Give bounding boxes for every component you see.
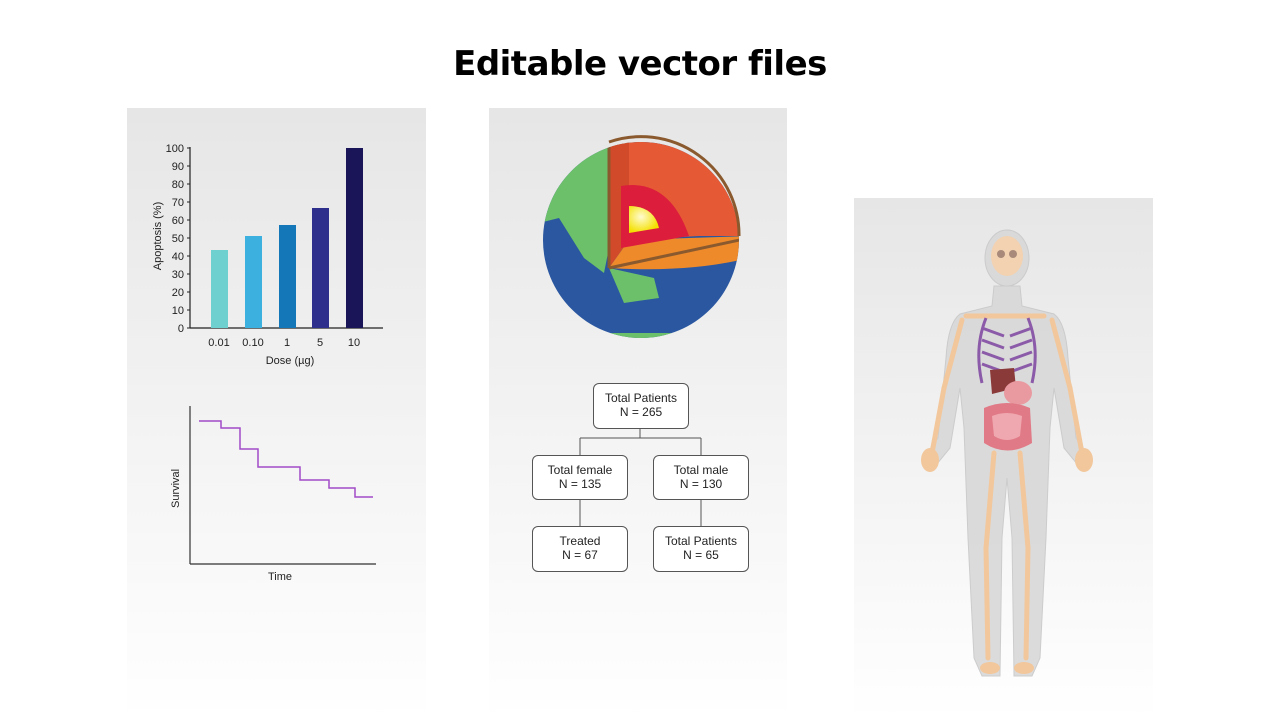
ytick: 60 [172,215,184,227]
xtick: 0.10 [242,337,263,349]
y-axis-label: Apoptosis (%) [152,202,164,270]
diagrams-panel: Total Patients N = 265 Total female N = 13… [489,108,787,720]
y-axis-label: Survival [170,469,182,508]
survival-chart: Time Survival [170,406,376,583]
flow-node-total-patients: Total Patients N = 65 [653,526,749,572]
ytick: 90 [172,161,184,173]
flowchart-connectors [579,428,702,526]
page-title: Editable vector files [453,44,827,84]
flow-node-female: Total female N = 135 [532,455,628,500]
bars [211,148,363,328]
human-anatomy-icon [921,229,1093,677]
anatomy-panel [854,198,1153,720]
xtick: 5 [317,337,323,349]
ytick: 10 [172,305,184,317]
xtick: 1 [284,337,290,349]
flow-node-total: Total Patients N = 265 [593,383,689,429]
ytick: 40 [172,251,184,263]
ytick: 80 [172,179,184,191]
earth-layers-icon [543,135,741,338]
x-axis-label: Dose (µg) [266,355,315,367]
xtick: 10 [348,337,360,349]
ytick: 70 [172,197,184,209]
charts-panel: 0 10 20 30 40 50 60 70 80 90 100 [127,108,426,720]
ytick: 50 [172,233,184,245]
ytick: 100 [166,143,184,155]
ytick: 30 [172,269,184,281]
bar-chart: 0 10 20 30 40 50 60 70 80 90 100 [152,143,383,583]
flow-node-treated: Treated N = 67 [532,526,628,572]
ytick: 0 [178,323,184,335]
xtick: 0.01 [208,337,229,349]
flow-node-male: Total male N = 130 [653,455,749,500]
ytick: 20 [172,287,184,299]
x-axis-label: Time [268,571,292,583]
